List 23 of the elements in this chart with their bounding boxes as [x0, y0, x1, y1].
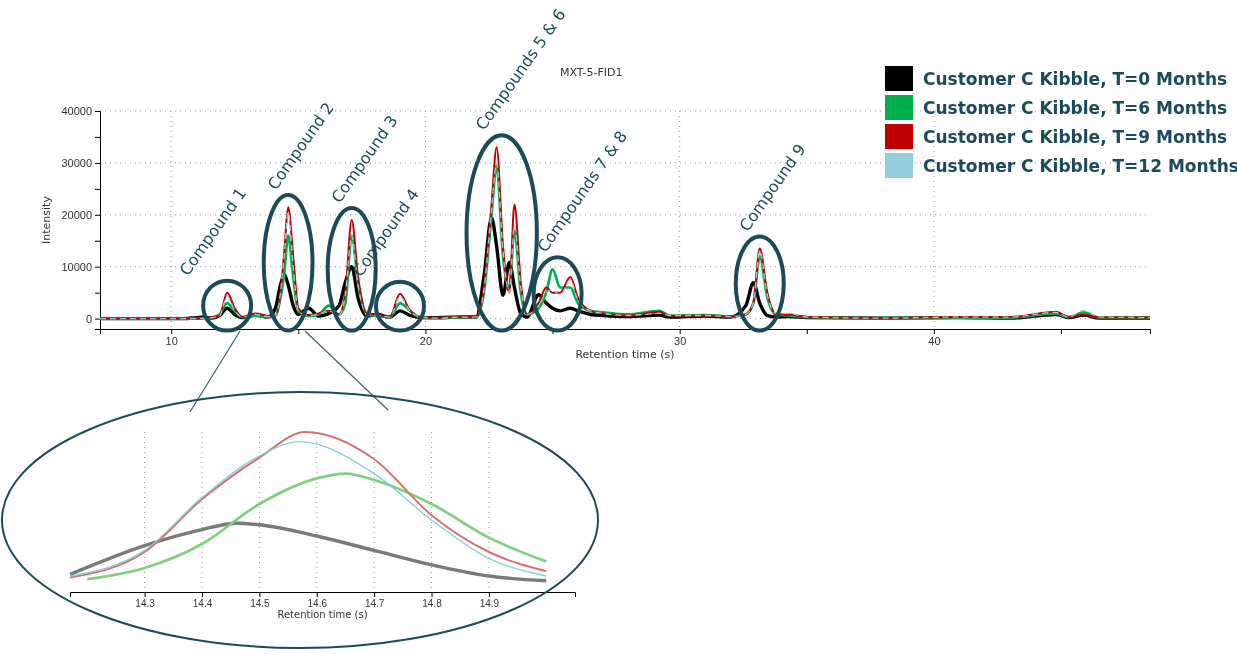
x-tick-label: 14.8: [422, 598, 443, 610]
y-tick-label: 10000: [61, 260, 92, 273]
y-tick-label: 0: [85, 312, 92, 325]
x-tick-label: 14.9: [479, 598, 500, 610]
y-tick-label: 30000: [61, 156, 92, 169]
legend-label: Customer C Kibble, T=6 Months: [923, 98, 1228, 118]
x-tick-label: 14.4: [192, 598, 213, 610]
x-tick-label: 40: [928, 334, 941, 347]
y-tick-label: 40000: [61, 105, 92, 118]
y-axis-title: Intensity: [40, 195, 53, 244]
x-tick-label: 14.7: [364, 598, 385, 610]
y-tick-label: 20000: [61, 208, 92, 221]
x-axis-title: Retention time (s): [575, 347, 675, 361]
legend-label: Customer C Kibble, T=9 Months: [923, 127, 1228, 147]
x-tick-label: 20: [419, 334, 433, 347]
x-tick-label: 10: [165, 334, 178, 347]
x-tick-label: 14.3: [135, 598, 156, 610]
x-axis-title: Retention time (s): [277, 609, 368, 620]
x-tick-label: 14.5: [250, 598, 271, 610]
chart-title: MXT-5-FID1: [560, 66, 623, 79]
legend-label: Customer C Kibble, T=0 Months: [923, 69, 1228, 89]
x-tick-label: 14.6: [307, 598, 328, 610]
x-tick-label: 30: [674, 334, 687, 347]
